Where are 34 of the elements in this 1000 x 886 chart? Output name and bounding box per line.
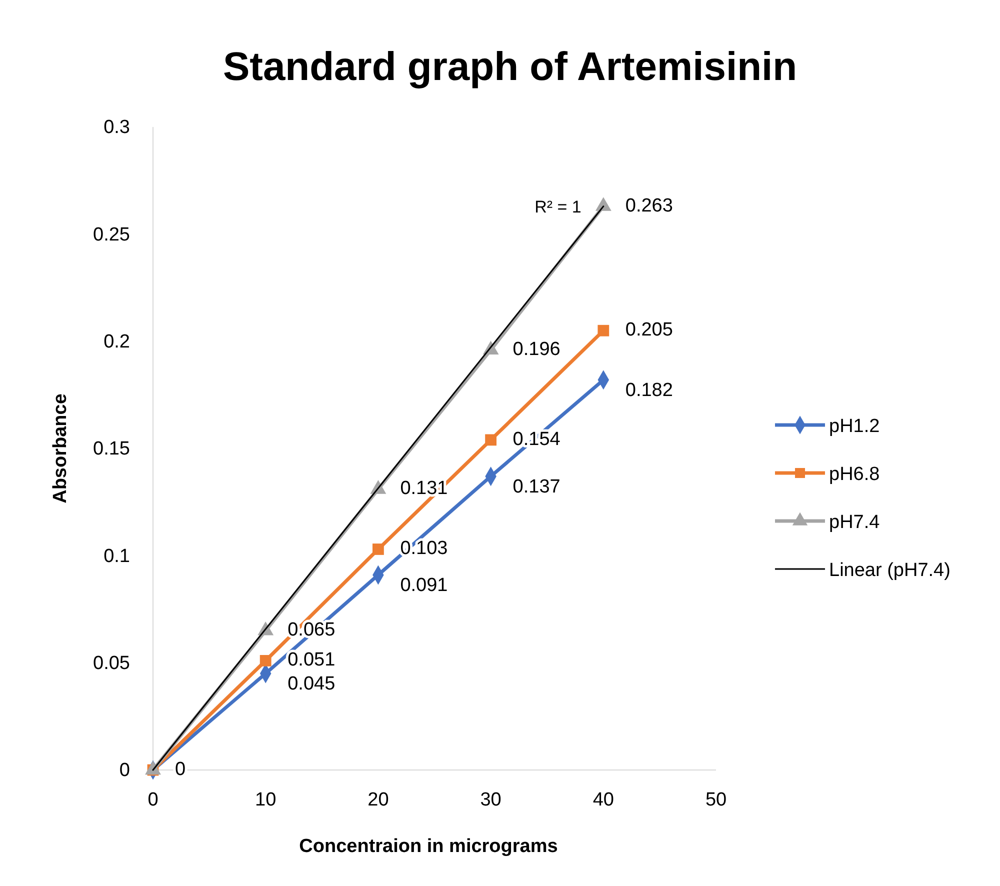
annotation: R² = 1 (534, 197, 582, 216)
data-label: 0.182 (625, 380, 673, 401)
x-tick-label: 50 (705, 789, 727, 810)
x-tick-label: 40 (592, 789, 614, 810)
point (260, 654, 272, 666)
x-tick-label: 20 (368, 789, 389, 810)
y-tick-label: 0.1 (104, 546, 130, 567)
chart-title: Standard graph of Artemisinin (222, 45, 798, 89)
data-label: 0.051 (288, 650, 336, 671)
point (485, 434, 496, 446)
y-tick-label: 0.25 (93, 224, 130, 246)
data-label: 0.205 (625, 320, 673, 341)
point (372, 544, 384, 555)
legend-label: pH1.2 (829, 416, 880, 437)
data-label: 0 (175, 759, 186, 780)
x-axis-title: Concentraion in micrograms (299, 836, 558, 857)
x-tick-label: 0 (148, 789, 158, 810)
y-tick-label: 0.15 (93, 438, 130, 460)
legend-label: pH7.4 (829, 512, 880, 533)
legend-label: pH6.8 (829, 464, 880, 485)
data-label: 0.137 (512, 476, 560, 498)
x-tick-label: 10 (255, 789, 276, 810)
legend-label: Linear (pH7.4) (829, 560, 950, 581)
y-axis-title: Absorbance (50, 394, 71, 504)
y-tick-label: 0.2 (104, 331, 130, 352)
data-label: 0.045 (288, 674, 336, 695)
data-label: 0.263 (625, 195, 673, 216)
y-tick-label: 0.05 (93, 652, 130, 674)
data-label: 0.196 (512, 338, 560, 360)
y-tick-label: 0.3 (104, 117, 130, 138)
data-label: 0.091 (400, 574, 448, 596)
point (598, 324, 610, 336)
y-tick-label: 0 (119, 760, 130, 782)
x-tick-label: 30 (480, 789, 502, 810)
